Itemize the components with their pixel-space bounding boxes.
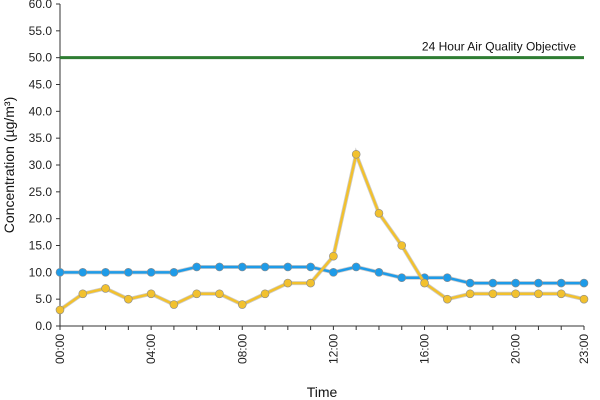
x-tick-label: 08:00 [235, 334, 249, 364]
x-tick-label: 20:00 [509, 334, 523, 364]
data-point [169, 268, 179, 277]
y-axis-title: Concentration (µg/m³) [1, 97, 17, 233]
data-point [329, 268, 338, 277]
data-point [511, 289, 520, 299]
y-tick-label: 10.0 [29, 265, 53, 279]
data-point [579, 278, 589, 288]
series-2 [55, 147, 589, 315]
data-point [146, 268, 156, 277]
data-point [465, 289, 475, 299]
data-point [192, 262, 201, 272]
data-point [351, 262, 361, 272]
y-tick-label: 60.0 [29, 0, 53, 11]
data-point [556, 289, 566, 299]
data-point [579, 294, 589, 304]
data-point [534, 289, 543, 299]
y-tick-label: 5.0 [35, 292, 52, 306]
data-point [192, 289, 201, 299]
data-point [283, 278, 293, 288]
data-point [397, 241, 407, 250]
y-tick-label: 30.0 [29, 158, 53, 172]
data-point [55, 268, 65, 277]
y-tick-label: 55.0 [29, 24, 53, 38]
y-tick-labels: 0.0 5.0 10.0 15.0 20.0 25.0 30.0 35.0 40.0 45.0 50… [29, 0, 60, 333]
y-tick-label: 45.0 [29, 78, 53, 92]
y-tick-label: 40.0 [29, 104, 53, 118]
data-point [351, 149, 361, 159]
y-tick-label: 35.0 [29, 131, 53, 145]
data-point [397, 273, 407, 283]
series-line-shadow [58, 147, 585, 312]
x-axis-title: Time [307, 384, 338, 400]
data-point [237, 300, 247, 309]
objective-label: 24 Hour Air Quality Objective [422, 40, 576, 54]
data-point [511, 278, 520, 288]
x-tick-label: 23:00 [577, 334, 591, 364]
y-tick-label: 0.0 [35, 319, 52, 333]
data-point [237, 262, 247, 272]
data-point [488, 289, 498, 299]
y-tick-label: 20.0 [29, 212, 53, 226]
data-point [420, 278, 429, 288]
data-point [215, 262, 224, 272]
data-point [374, 268, 384, 277]
y-tick-label: 15.0 [29, 239, 53, 253]
data-point [443, 273, 452, 283]
x-tick-label: 04:00 [144, 334, 158, 364]
data-point [556, 278, 566, 288]
data-point [260, 289, 270, 299]
series-group [55, 147, 589, 315]
data-point [329, 251, 338, 261]
data-point [169, 300, 179, 309]
data-point [283, 262, 293, 272]
data-point [443, 294, 452, 304]
data-point [488, 278, 498, 288]
x-tick-label: 00:00 [53, 334, 67, 364]
data-point [306, 278, 315, 288]
data-point [215, 289, 224, 299]
data-point [78, 289, 88, 299]
data-point [306, 262, 315, 272]
data-point [465, 278, 475, 288]
x-tick-labels: 00:00 04:00 08:00 12:00 16:00 20:00 23:00 [53, 326, 591, 364]
data-point [534, 278, 543, 288]
y-tick-label: 25.0 [29, 185, 53, 199]
data-point [78, 268, 88, 277]
data-point [124, 294, 133, 304]
x-tick-label: 12:00 [326, 334, 340, 364]
data-point [260, 262, 270, 272]
data-point [374, 209, 384, 218]
data-point [55, 305, 65, 315]
data-point [101, 268, 110, 277]
series-line [59, 149, 585, 311]
data-point [101, 284, 110, 293]
y-tick-label: 50.0 [29, 51, 53, 65]
x-tick-label: 16:00 [418, 334, 432, 364]
reference-lines: 24 Hour Air Quality Objective [60, 40, 584, 60]
data-point [146, 289, 156, 299]
data-point [124, 268, 133, 277]
